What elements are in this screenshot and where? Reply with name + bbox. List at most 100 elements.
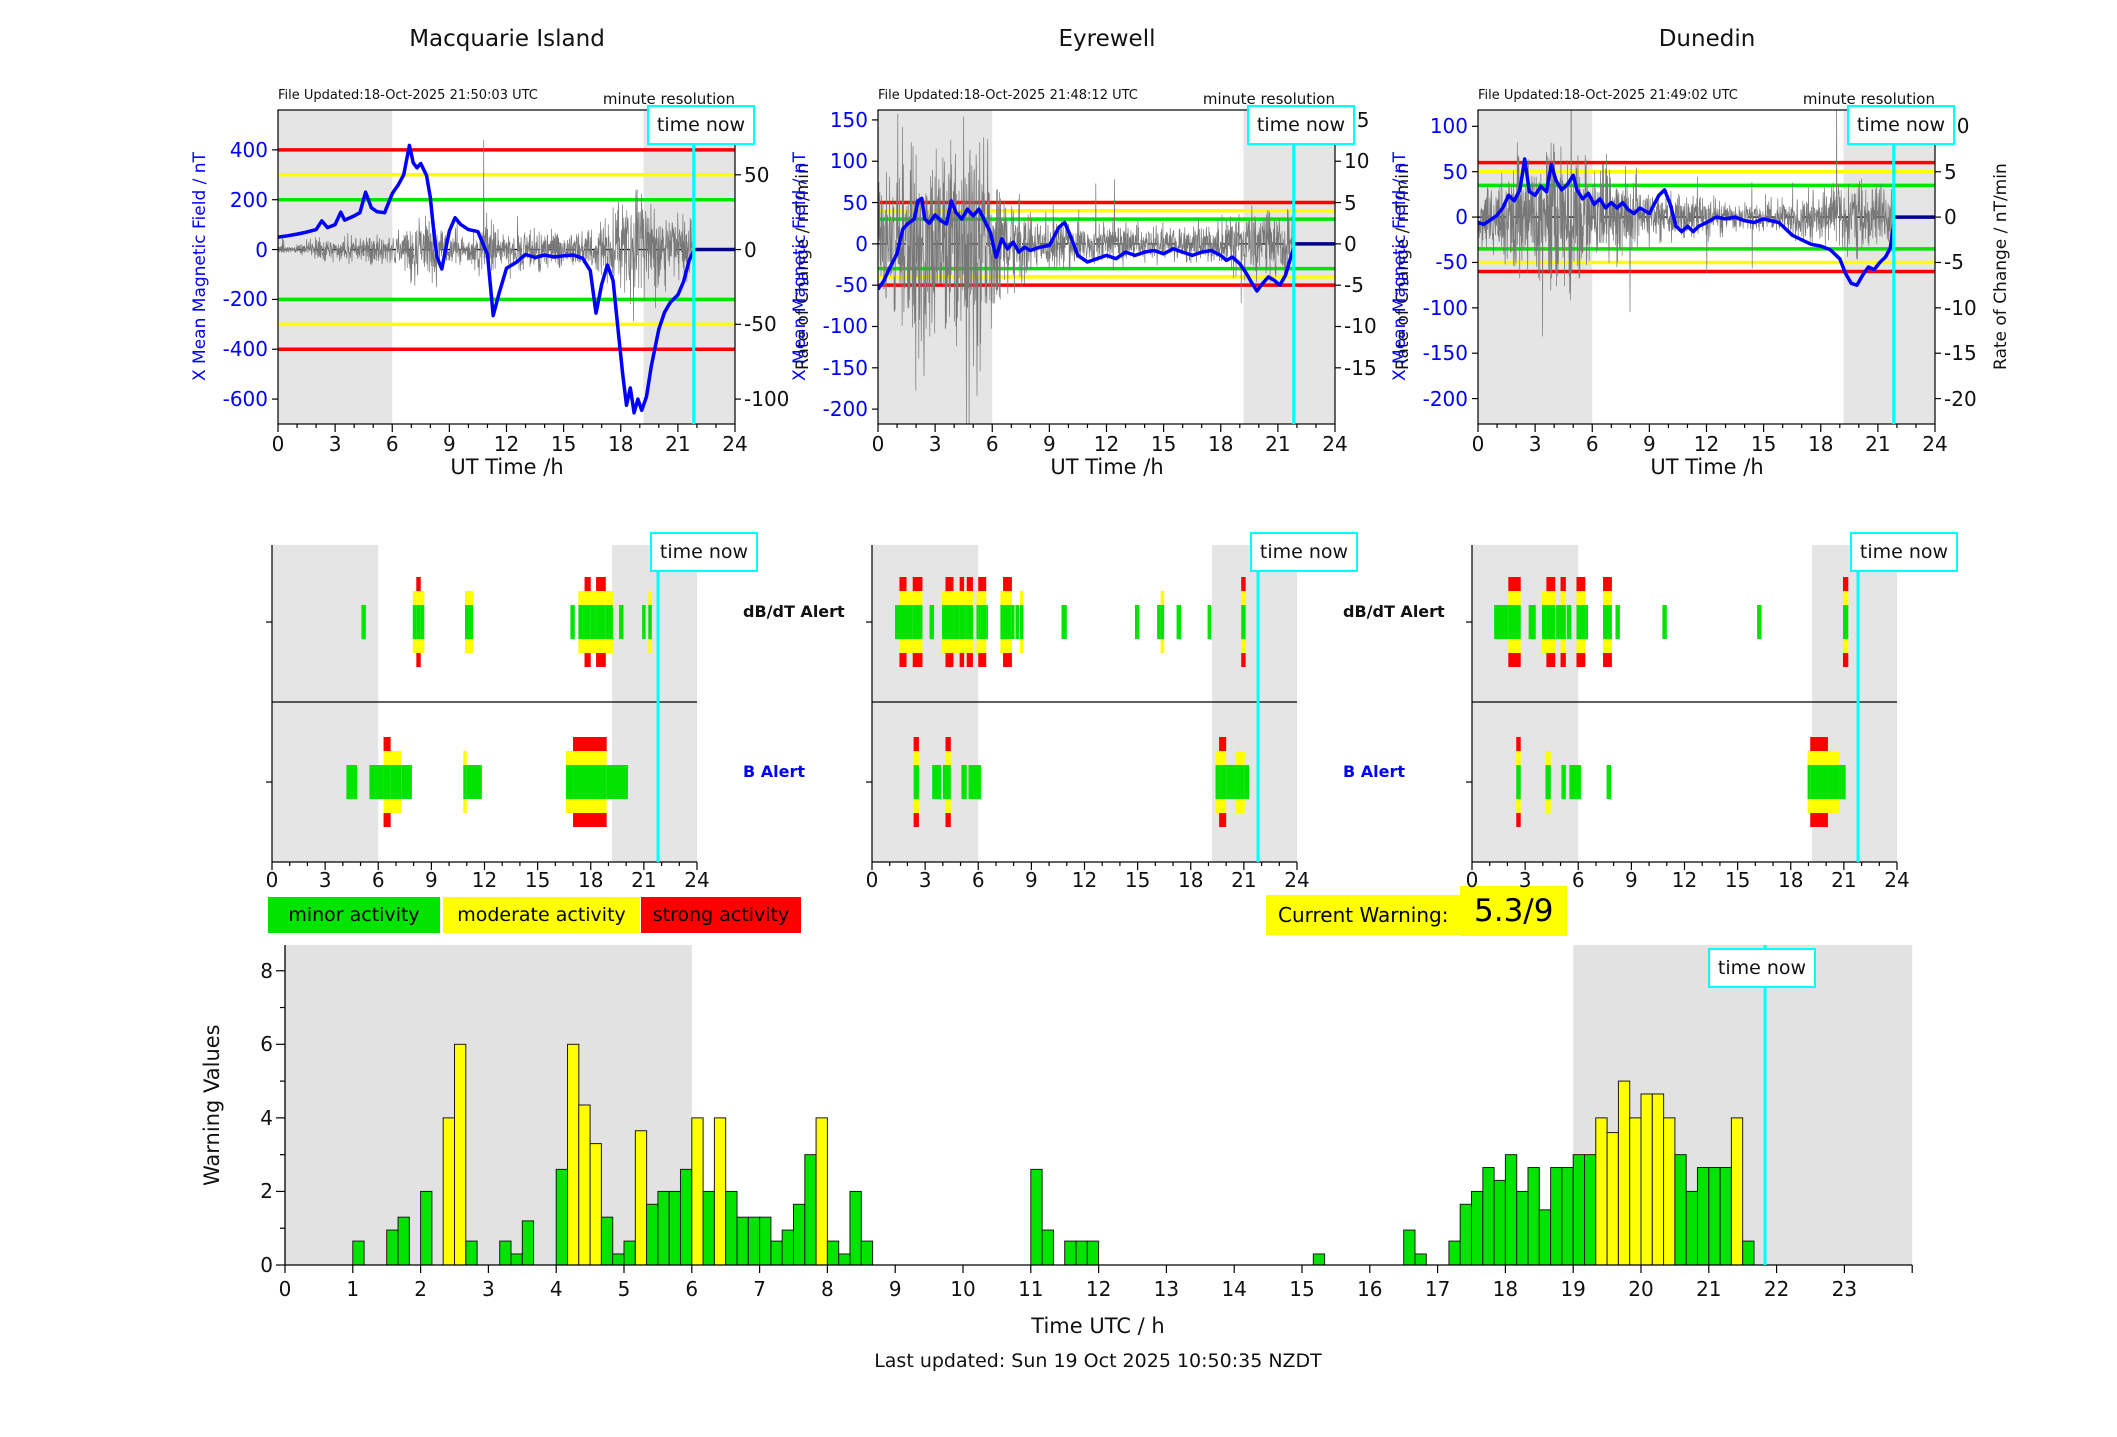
- alert-moderate: [416, 591, 421, 605]
- alert-minor: [929, 605, 934, 639]
- alert-strong: [945, 653, 954, 667]
- alert-panel-2: [1466, 545, 1898, 870]
- mean-field-curve: [278, 143, 696, 415]
- warning-bar: [1516, 1190, 1529, 1266]
- warning-bar: [1730, 1117, 1744, 1266]
- alert-moderate: [383, 751, 391, 765]
- alert-x-tick-label: 21: [631, 868, 657, 892]
- alert-strong: [1546, 577, 1556, 591]
- warning-x-tick-label: 17: [1424, 1277, 1451, 1301]
- alert-moderate: [1576, 639, 1586, 653]
- alert-x-tick-label: 0: [865, 868, 879, 892]
- x-tick-label: 3: [1528, 432, 1542, 456]
- magnetometer-plot-2: [1472, 109, 1941, 432]
- warning-bar: [849, 1190, 862, 1266]
- warning-bar: [589, 1143, 602, 1266]
- alert-moderate: [941, 591, 946, 605]
- alert-minor: [1603, 605, 1612, 639]
- station-title-dunedin: Dunedin: [1658, 26, 1756, 52]
- warning-x-tick-label: 18: [1492, 1277, 1519, 1301]
- alert-panel-1: [866, 545, 1298, 870]
- x-tick-label: 15: [1750, 432, 1777, 456]
- y-tick-label-left: -100: [822, 314, 868, 339]
- shaded-region: [612, 545, 697, 862]
- x-tick-label: 24: [1922, 432, 1948, 456]
- x-tick-label: 12: [493, 432, 520, 456]
- alert-moderate: [1827, 799, 1840, 813]
- alert-minor: [976, 605, 979, 639]
- warning-bar: [657, 1190, 670, 1266]
- alert-moderate: [584, 639, 591, 653]
- x-tick-label: 21: [1865, 432, 1891, 456]
- alert-minor: [1000, 605, 1004, 639]
- alert-minor: [959, 605, 965, 639]
- x-tick-label: 6: [385, 432, 399, 456]
- warning-x-tick-label: 13: [1153, 1277, 1180, 1301]
- alert-minor: [466, 765, 482, 799]
- y-tick-label-right: -10: [1344, 314, 1377, 339]
- alert-strong: [584, 653, 591, 667]
- legend-minor-activity: minor activity: [268, 897, 440, 933]
- shaded-region: [278, 110, 393, 424]
- alert-moderate: [590, 639, 597, 653]
- y-tick-label-left: -200: [1422, 386, 1468, 411]
- file-updated-macquarie: File Updated:18-Oct-2025 21:50:03 UTC: [278, 88, 538, 103]
- y-tick-label-left: 100: [1429, 114, 1468, 139]
- warning-bar: [1629, 1117, 1642, 1266]
- current-warning-value: 5.3/9: [1460, 886, 1568, 936]
- x-tick-label: 3: [928, 432, 942, 456]
- time-utc-axis-label: Time UTC / h: [1031, 1314, 1165, 1338]
- warning-bar: [1651, 1093, 1665, 1266]
- y-tick-label-right: 0: [1344, 231, 1357, 256]
- alert-moderate: [1219, 751, 1227, 765]
- alert-x-tick-label: 15: [1124, 868, 1151, 892]
- alert-minor: [899, 605, 907, 639]
- warning-bar: [612, 1253, 625, 1266]
- alert-strong: [978, 653, 987, 667]
- alert-minor: [1560, 605, 1566, 639]
- alert-minor: [1003, 605, 1012, 639]
- alert-moderate: [966, 591, 973, 605]
- alert-minor: [913, 765, 919, 799]
- warning-bar: [510, 1253, 523, 1266]
- alert-moderate: [463, 799, 467, 813]
- alert-minor: [590, 605, 597, 639]
- warning-x-tick-label: 23: [1831, 1277, 1858, 1301]
- alert-x-tick-label: 3: [918, 868, 932, 892]
- alert-moderate: [1241, 591, 1246, 605]
- warning-bar: [1459, 1203, 1472, 1266]
- time-now-box: time now: [647, 105, 755, 145]
- alert-moderate: [1603, 639, 1612, 653]
- alert-moderate: [1215, 751, 1220, 765]
- alert-minor: [1757, 605, 1762, 639]
- alert-minor: [912, 605, 923, 639]
- alert-strong: [573, 737, 607, 751]
- alert-minor: [942, 765, 946, 799]
- alert-moderate: [648, 591, 652, 605]
- y-tick-label-left: -100: [1422, 295, 1468, 320]
- warning-bar: [725, 1190, 738, 1266]
- alert-minor: [945, 765, 951, 799]
- warning-bar: [1674, 1154, 1687, 1266]
- alert-moderate: [899, 591, 907, 605]
- alert-moderate: [953, 639, 960, 653]
- alert-minor: [953, 605, 960, 639]
- mean-field-curve: [878, 196, 1296, 293]
- alert-strong: [1003, 577, 1012, 591]
- alert-minor: [1494, 605, 1509, 639]
- alert-minor: [964, 605, 967, 639]
- warning-bar: [1064, 1240, 1077, 1266]
- alert-minor: [642, 605, 646, 639]
- alert-minor: [986, 605, 988, 639]
- y-tick-label-right: 10: [1344, 149, 1370, 174]
- y-tick-label-left: 100: [829, 149, 868, 174]
- alert-strong: [1508, 577, 1521, 591]
- x-tick-label: 6: [985, 432, 999, 456]
- alert-moderate: [565, 799, 574, 813]
- alert-x-tick-label: 15: [1724, 868, 1751, 892]
- warning-bar: [454, 1043, 467, 1266]
- y-tick-label-left: 150: [829, 107, 868, 132]
- alert-strong: [1516, 737, 1521, 751]
- alert-strong: [1546, 653, 1556, 667]
- alert-moderate: [1541, 591, 1547, 605]
